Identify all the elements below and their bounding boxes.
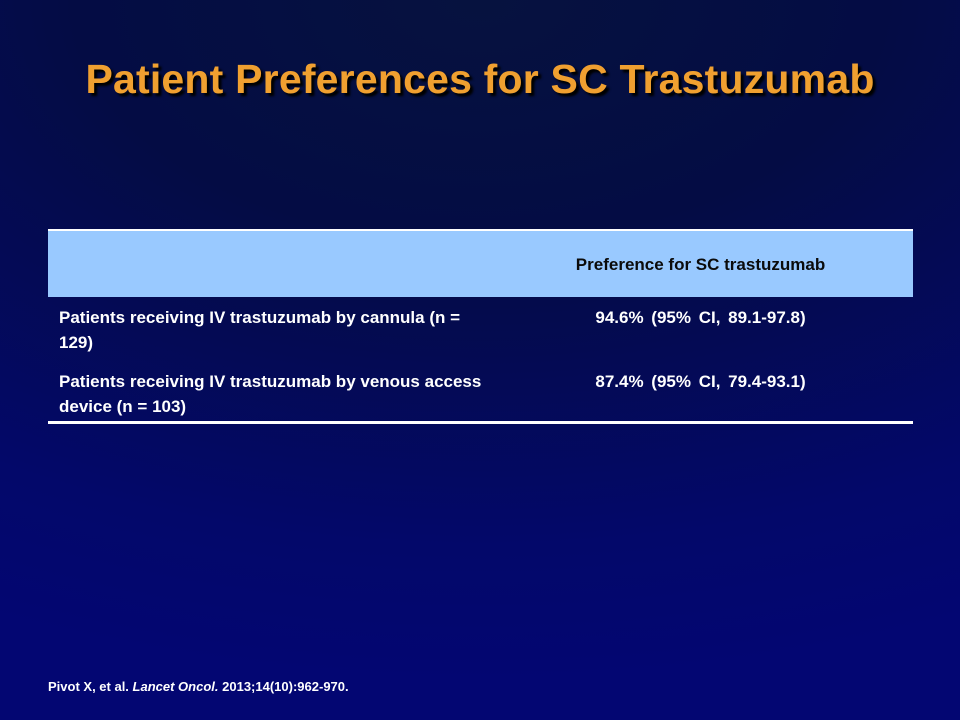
citation-journal: Lancet Oncol. [132, 679, 219, 694]
row-label-cannula: Patients receiving IV trastuzumab by can… [59, 308, 461, 352]
row-label-venous-access: Patients receiving IV trastuzumab by ven… [59, 372, 482, 416]
preference-table: Preference for SC trastuzumab Patients r… [48, 229, 913, 424]
slide-title: Patient Preferences for SC Trastuzumab [85, 56, 875, 102]
citation: Pivot X, et al. Lancet Oncol. 2013;14(10… [48, 679, 349, 694]
citation-details: 2013;14(10):962-970. [222, 679, 349, 694]
table-bottom-rule [48, 421, 913, 424]
header-preference-cell: Preference for SC trastuzumab [488, 231, 913, 297]
citation-authors: Pivot X, et al. [48, 679, 129, 694]
row-value-cannula: 94.6% (95% CI, 89.1-97.8) [595, 308, 806, 327]
table-row: Patients receiving IV trastuzumab by can… [48, 297, 913, 364]
table-top-rule [48, 229, 913, 231]
row-value-venous-access: 87.4% (95% CI, 79.4-93.1) [595, 372, 806, 391]
header-label-cell [48, 231, 488, 297]
table-row: Patients receiving IV trastuzumab by ven… [48, 364, 913, 421]
table-header-row: Preference for SC trastuzumab [48, 231, 913, 297]
